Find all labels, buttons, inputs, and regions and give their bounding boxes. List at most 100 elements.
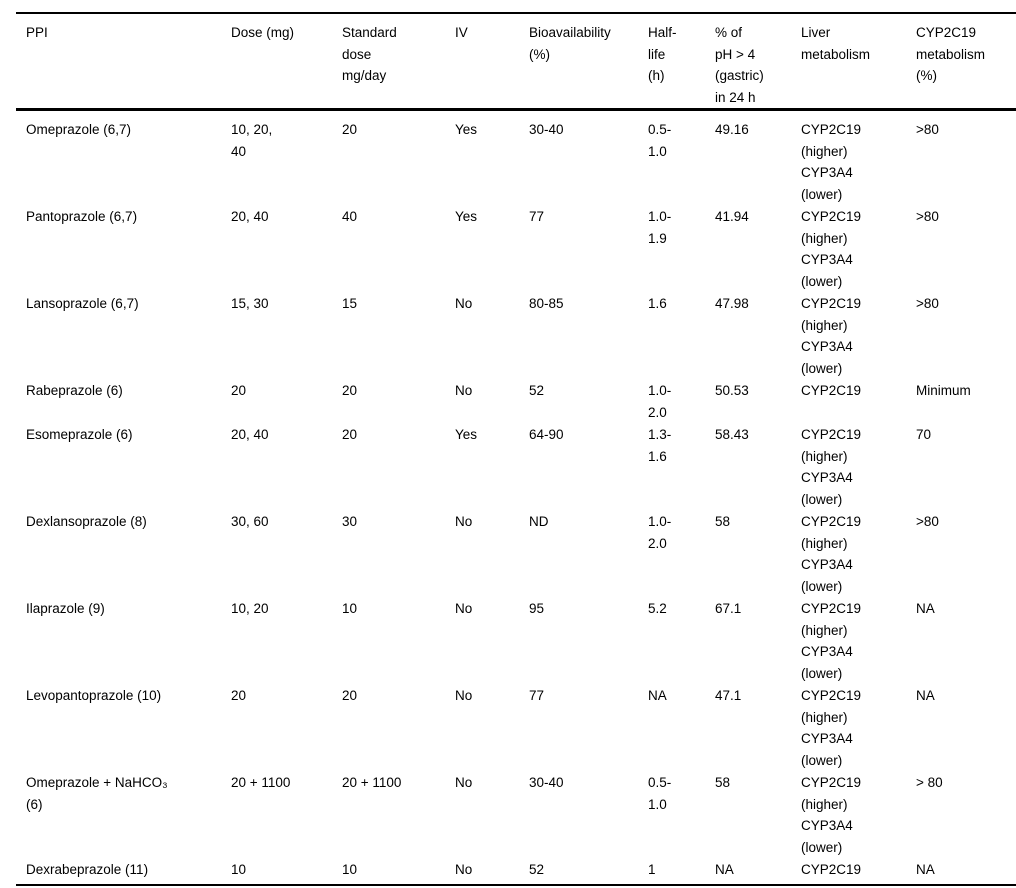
table-cell-liver-metabolism: CYP2C19 (higher) CYP3A4 (lower) [801,775,862,855]
table-cell-ph-gt-4: 47.98 [715,296,749,311]
table-cell-bioavailability: 52 [529,383,545,398]
table-cell-bioavailability: 95 [529,601,545,616]
table-cell-standard-dose: 10 [342,601,358,616]
table-row: Esomeprazole (6) 20, 40 20 Yes 64-90 1.3- 1.6… [16,423,1016,510]
table-cell-iv: No [455,383,473,398]
table-cell-ph-gt-4: 67.1 [715,601,742,616]
table-cell-bioavailability: 77 [529,688,545,703]
table-cell-ppi: Omeprazole + NaHCO₃ (6) [26,775,168,812]
column-header-half-life: Half- life (h) [648,25,677,83]
table-cell-liver-metabolism: CYP2C19 (higher) CYP3A4 (lower) [801,296,862,376]
table-cell-half-life: 0.5- 1.0 [648,775,672,812]
table-cell-half-life: 5.2 [648,601,667,616]
table-row: Dexrabeprazole (11) 10 10 No 52 1 NA CYP2C19 NA [16,858,1016,885]
table-body: Omeprazole (6,7) 10, 20, 40 20 Yes 30-40 0.5-… [16,110,1016,885]
table-cell-bioavailability: 52 [529,862,545,877]
table-cell-standard-dose: 30 [342,514,358,529]
column-header-ppi: PPI [26,25,48,40]
table-cell-liver-metabolism: CYP2C19 (higher) CYP3A4 (lower) [801,209,862,289]
table-cell-standard-dose: 20 + 1100 [342,775,402,790]
table-cell-half-life: 0.5- 1.0 [648,122,672,159]
table-cell-standard-dose: 20 [342,122,358,137]
table-cell-cyp2c19-metabolism: Minimum [916,383,971,398]
column-header-bioavailability: Bioavailability (%) [529,25,611,62]
table-row: Lansoprazole (6,7) 15, 30 15 No 80-85 1.6 47.9… [16,292,1016,379]
table-cell-bioavailability: 30-40 [529,122,564,137]
table-cell-half-life: 1.0- 2.0 [648,514,672,551]
table-cell-cyp2c19-metabolism: NA [916,862,935,877]
table-cell-ppi: Omeprazole (6,7) [26,122,132,137]
table-cell-half-life: 1.0- 2.0 [648,383,672,420]
table-cell-dose-mg: 20, 40 [231,427,269,442]
table-cell-dose-mg: 20 + 1100 [231,775,291,790]
table-cell-ppi: Esomeprazole (6) [26,427,133,442]
table-cell-cyp2c19-metabolism: >80 [916,209,939,224]
table-cell-liver-metabolism: CYP2C19 [801,862,862,877]
table-cell-half-life: NA [648,688,667,703]
table-cell-cyp2c19-metabolism: >80 [916,296,939,311]
table-cell-liver-metabolism: CYP2C19 (higher) CYP3A4 (lower) [801,688,862,768]
table-cell-iv: No [455,688,473,703]
table-cell-iv: Yes [455,209,478,224]
table-cell-ph-gt-4: 50.53 [715,383,749,398]
table-cell-half-life: 1 [648,862,656,877]
table-cell-ppi: Rabeprazole (6) [26,383,123,398]
table-cell-standard-dose: 20 [342,383,358,398]
table-cell-cyp2c19-metabolism: 70 [916,427,932,442]
ppi-pharmacology-table: PPI Dose (mg) Standard dose mg/day IV Bioava… [16,12,1016,886]
table-cell-ph-gt-4: 58 [715,775,731,790]
table-header-row: PPI Dose (mg) Standard dose mg/day IV Bioava… [16,13,1016,110]
table-cell-iv: No [455,862,473,877]
table-cell-cyp2c19-metabolism: NA [916,601,935,616]
column-header-ph-gt-4: % of pH > 4 (gastric) in 24 h [715,25,764,105]
column-header-iv: IV [455,25,468,40]
table-cell-standard-dose: 20 [342,688,358,703]
table-cell-ph-gt-4: NA [715,862,734,877]
table-cell-bioavailability: 77 [529,209,545,224]
table-cell-dose-mg: 20 [231,383,247,398]
table-cell-dose-mg: 20, 40 [231,209,269,224]
table-cell-bioavailability: 64-90 [529,427,564,442]
table-cell-liver-metabolism: CYP2C19 (higher) CYP3A4 (lower) [801,427,862,507]
table-cell-liver-metabolism: CYP2C19 [801,383,862,398]
table-cell-ppi: Pantoprazole (6,7) [26,209,138,224]
table-cell-dose-mg: 10, 20, 40 [231,122,273,159]
table-cell-dose-mg: 30, 60 [231,514,269,529]
table-cell-ph-gt-4: 58.43 [715,427,749,442]
table-cell-ppi: Levopantoprazole (10) [26,688,162,703]
column-header-cyp2c19-metabolism: CYP2C19 metabolism (%) [916,25,986,83]
table-cell-dose-mg: 10 [231,862,247,877]
table-cell-standard-dose: 10 [342,862,358,877]
table-cell-standard-dose: 15 [342,296,358,311]
table-cell-standard-dose: 40 [342,209,358,224]
table-row: Pantoprazole (6,7) 20, 40 40 Yes 77 1.0- 1.9 4… [16,205,1016,292]
table-cell-bioavailability: 80-85 [529,296,564,311]
table-cell-ph-gt-4: 47.1 [715,688,742,703]
table-cell-ph-gt-4: 41.94 [715,209,749,224]
table-row: Dexlansoprazole (8) 30, 60 30 No ND 1.0- 2.0 5… [16,510,1016,597]
table-cell-ppi: Lansoprazole (6,7) [26,296,139,311]
column-header-dose-mg: Dose (mg) [231,25,295,40]
table-cell-half-life: 1.0- 1.9 [648,209,672,246]
table-cell-ph-gt-4: 58 [715,514,731,529]
table-cell-iv: No [455,296,473,311]
table-cell-dose-mg: 20 [231,688,247,703]
table-cell-half-life: 1.6 [648,296,667,311]
table-cell-cyp2c19-metabolism: NA [916,688,935,703]
table-row: Ilaprazole (9) 10, 20 10 No 95 5.2 67.1 CYP2C19… [16,597,1016,684]
table-row: Rabeprazole (6) 20 20 No 52 1.0- 2.0 50.53 CYP2… [16,379,1016,423]
table-cell-ppi: Dexlansoprazole (8) [26,514,147,529]
table-cell-bioavailability: ND [529,514,549,529]
table-cell-liver-metabolism: CYP2C19 (higher) CYP3A4 (lower) [801,514,862,594]
table-row: Levopantoprazole (10) 20 20 No 77 NA 47.1 CYP2C… [16,684,1016,771]
table-cell-cyp2c19-metabolism: >80 [916,122,939,137]
table-cell-cyp2c19-metabolism: >80 [916,514,939,529]
table-cell-ph-gt-4: 49.16 [715,122,749,137]
table-cell-dose-mg: 10, 20 [231,601,269,616]
table-cell-iv: Yes [455,122,478,137]
table-row: Omeprazole + NaHCO₃ (6) 20 + 1100 20 + 110… [16,771,1016,858]
table-cell-ppi: Ilaprazole (9) [26,601,105,616]
table-row: Omeprazole (6,7) 10, 20, 40 20 Yes 30-40 0.5-… [16,110,1016,206]
table-cell-dose-mg: 15, 30 [231,296,269,311]
